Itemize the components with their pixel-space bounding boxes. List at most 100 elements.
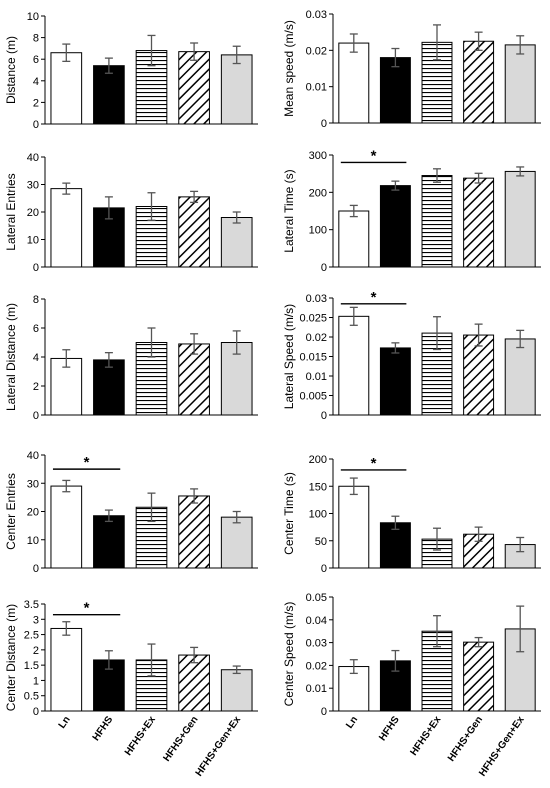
bar-hfhs-gen bbox=[178, 654, 210, 712]
chart-panel-2: 0 0.01 0.02 0.03 Mean speed (m/s) bbox=[282, 9, 541, 130]
x-category-label: Ln bbox=[57, 714, 73, 730]
bar-hfhs-gen bbox=[178, 196, 210, 268]
y-tick-label: 0.03 bbox=[306, 9, 327, 21]
y-axis-label: Lateral Time (s) bbox=[282, 169, 296, 252]
significance-star: * bbox=[371, 455, 377, 472]
y-tick-label: 100 bbox=[309, 225, 327, 237]
y-tick-label: 0.01 bbox=[306, 371, 327, 383]
y-tick-label: 20 bbox=[27, 507, 39, 519]
y-tick-label: 0.01 bbox=[306, 683, 327, 695]
y-tick-label: 0.5 bbox=[24, 691, 39, 703]
y-axis-label: Center Entries bbox=[4, 473, 18, 550]
chart-panel-5: 0 2 4 6 8 Lateral Distance (m) bbox=[4, 294, 258, 422]
bar-hfhs-gen-ex bbox=[504, 338, 536, 416]
y-axis-label: Lateral Entries bbox=[4, 173, 18, 250]
y-tick-label: 0.02 bbox=[306, 332, 327, 344]
significance-star: * bbox=[84, 600, 90, 617]
y-tick-label: 40 bbox=[27, 152, 39, 164]
bar-hfhs bbox=[379, 57, 411, 124]
y-tick-label: 0 bbox=[33, 410, 39, 422]
x-category-label: HFHS+Gen+Ex bbox=[194, 714, 244, 778]
y-tick-label: 0.05 bbox=[306, 592, 327, 604]
y-tick-label: 30 bbox=[27, 180, 39, 192]
bar-hfhs-gen bbox=[463, 177, 495, 268]
y-tick-label: 30 bbox=[27, 478, 39, 490]
y-axis-label: Distance (m) bbox=[4, 36, 18, 104]
bar-hfhs-gen bbox=[178, 495, 210, 569]
chart-panel-3: 0 10 20 30 40 Lateral Entries bbox=[4, 152, 258, 274]
bar-hfhs-ex bbox=[135, 50, 168, 125]
bar-ln bbox=[338, 315, 370, 416]
bar-ln bbox=[50, 52, 83, 125]
y-tick-label: 0.03 bbox=[306, 638, 327, 650]
y-tick-label: 0.02 bbox=[306, 660, 327, 672]
y-tick-label: 0.005 bbox=[299, 391, 327, 403]
significance-star: * bbox=[371, 289, 377, 306]
y-tick-label: 4 bbox=[33, 76, 39, 88]
x-category-label: HFHS+Ex bbox=[123, 714, 158, 758]
y-tick-label: 20 bbox=[27, 207, 39, 219]
chart-panel-4: 0 100 200 300 Lateral Time (s) * bbox=[282, 147, 541, 274]
bar-hfhs bbox=[93, 359, 125, 416]
bar-hfhs bbox=[379, 522, 411, 569]
y-tick-label: 0 bbox=[321, 410, 327, 422]
chart-panel-8: 0 50 100 150 200 Center Time (s) * bbox=[282, 454, 541, 575]
y-tick-label: 0 bbox=[321, 706, 327, 718]
y-tick-label: 40 bbox=[27, 450, 39, 462]
y-tick-label: 6 bbox=[33, 54, 39, 66]
y-axis-label: Lateral Speed (m/s) bbox=[282, 304, 296, 409]
y-axis-label: Mean speed (m/s) bbox=[282, 20, 296, 117]
y-tick-label: 3 bbox=[33, 614, 39, 626]
y-tick-label: 8 bbox=[33, 33, 39, 45]
chart-panel-1: 0 2 4 6 8 10 Distance (m) bbox=[4, 11, 258, 131]
y-tick-label: 0 bbox=[33, 262, 39, 274]
x-category-label: HFHS+Gen+Ex bbox=[477, 714, 527, 778]
bar-hfhs bbox=[379, 347, 411, 416]
bar-hfhs-gen bbox=[178, 51, 210, 125]
y-axis-label: Center Distance (m) bbox=[4, 604, 18, 711]
y-tick-label: 2 bbox=[33, 97, 39, 109]
bar-hfhs bbox=[379, 185, 411, 268]
y-tick-label: 1.5 bbox=[24, 660, 39, 672]
y-tick-label: 0.015 bbox=[299, 352, 327, 364]
x-category-label: Ln bbox=[344, 714, 360, 730]
y-tick-label: 0.01 bbox=[306, 82, 327, 94]
bar-hfhs-gen bbox=[463, 40, 495, 124]
y-tick-label: 6 bbox=[33, 323, 39, 335]
y-tick-label: 4 bbox=[33, 352, 39, 364]
x-category-label: HFHS+Ex bbox=[408, 714, 443, 758]
y-tick-label: 1 bbox=[33, 675, 39, 687]
chart-panel-10: 0 0.01 0.02 0.03 0.04 0.05 Center Speed (m/s) L… bbox=[282, 592, 541, 779]
bar-ln bbox=[50, 357, 83, 416]
y-tick-label: 150 bbox=[309, 481, 327, 493]
y-tick-label: 10 bbox=[27, 535, 39, 547]
bar-hfhs bbox=[93, 65, 125, 125]
bar-hfhs-gen-ex bbox=[220, 217, 253, 268]
y-tick-label: 50 bbox=[315, 536, 327, 548]
y-tick-label: 0.04 bbox=[306, 615, 327, 627]
y-tick-label: 0.03 bbox=[306, 293, 327, 305]
y-axis-label: Center Speed (m/s) bbox=[282, 602, 296, 707]
bar-hfhs-gen bbox=[463, 334, 495, 416]
bar-ln bbox=[50, 188, 83, 268]
y-tick-label: 10 bbox=[27, 235, 39, 247]
y-tick-label: 0 bbox=[33, 563, 39, 575]
y-tick-label: 100 bbox=[309, 509, 327, 521]
y-tick-label: 8 bbox=[33, 294, 39, 306]
y-tick-label: 2 bbox=[33, 645, 39, 657]
y-tick-label: 3.5 bbox=[24, 599, 39, 611]
x-category-label: HFHS+Gen bbox=[161, 714, 200, 763]
chart-panel-6: 0 0.005 0.01 0.015 0.02 0.025 0.03 Lateral Spee… bbox=[282, 289, 541, 422]
bar-ln bbox=[50, 485, 83, 569]
y-tick-label: 2.5 bbox=[24, 630, 39, 642]
x-category-label: HFHS bbox=[377, 714, 402, 743]
y-tick-label: 10 bbox=[27, 11, 39, 23]
chart-panel-9: 0 0.5 1 1.5 2 2.5 3 3.5 Center Distance (m) * Ln HF… bbox=[4, 599, 258, 779]
x-category-label: HFHS+Gen bbox=[446, 714, 485, 763]
y-tick-label: 0.025 bbox=[299, 313, 327, 325]
y-axis-label: Center Time (s) bbox=[282, 472, 296, 555]
x-category-label: HFHS bbox=[91, 714, 116, 743]
y-tick-label: 300 bbox=[309, 150, 327, 162]
y-tick-label: 0 bbox=[321, 118, 327, 130]
